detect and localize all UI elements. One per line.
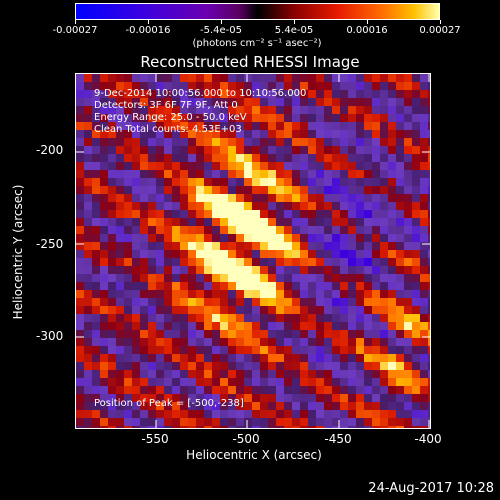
colorbar-tick-label: -5.4e-05 [200, 25, 242, 36]
info-clean: Clean Total counts: 4.53E+03 [94, 124, 242, 135]
x-tick-label: -400 [414, 432, 442, 446]
colorbar-tick-label: -0.00027 [52, 25, 98, 36]
colorbar-tick-label: 0.00016 [346, 25, 388, 36]
x-tick-label: -450 [324, 432, 352, 446]
y-tick-label: -300 [36, 329, 64, 343]
colorbar-tick [440, 20, 441, 24]
colorbar-tick [294, 20, 295, 24]
info-peak: Position of Peak = [-500,-238] [94, 398, 244, 409]
colorbar-tick-label: 0.00027 [419, 25, 461, 36]
colorbar-tick [148, 20, 149, 24]
image-plot: 9-Dec-2014 10:00:56.000 to 10:10:56.000 … [75, 73, 431, 429]
colorbar-tick-label: -0.00016 [125, 25, 171, 36]
x-tick-label: -500 [232, 432, 260, 446]
colorbar [75, 3, 440, 20]
colorbar-tick [367, 20, 368, 24]
x-tick-label: -550 [141, 432, 169, 446]
image-title: Reconstructed RHESSI Image [140, 53, 360, 71]
info-energy: Energy Range: 25.0 - 50.0 keV [94, 112, 247, 123]
colorbar-tick [221, 20, 222, 24]
y-axis-label: Heliocentric Y (arcsec) [11, 184, 25, 320]
y-tick-label: -250 [36, 237, 64, 251]
timestamp-footer: 24-Aug-2017 10:28 [368, 481, 494, 496]
heatmap-image [76, 74, 430, 428]
x-axis-label: Heliocentric X (arcsec) [186, 448, 322, 462]
colorbar-tick-label: 5.4e-05 [274, 25, 314, 36]
colorbar-tick [75, 20, 76, 24]
info-time: 9-Dec-2014 10:00:56.000 to 10:10:56.000 [94, 88, 307, 99]
y-tick-label: -200 [36, 143, 64, 157]
info-detectors: Detectors: 3F 6F 7F 9F, Att 0 [94, 100, 238, 111]
colorbar-units: (photons cm⁻² s⁻¹ asec⁻²) [192, 38, 322, 49]
